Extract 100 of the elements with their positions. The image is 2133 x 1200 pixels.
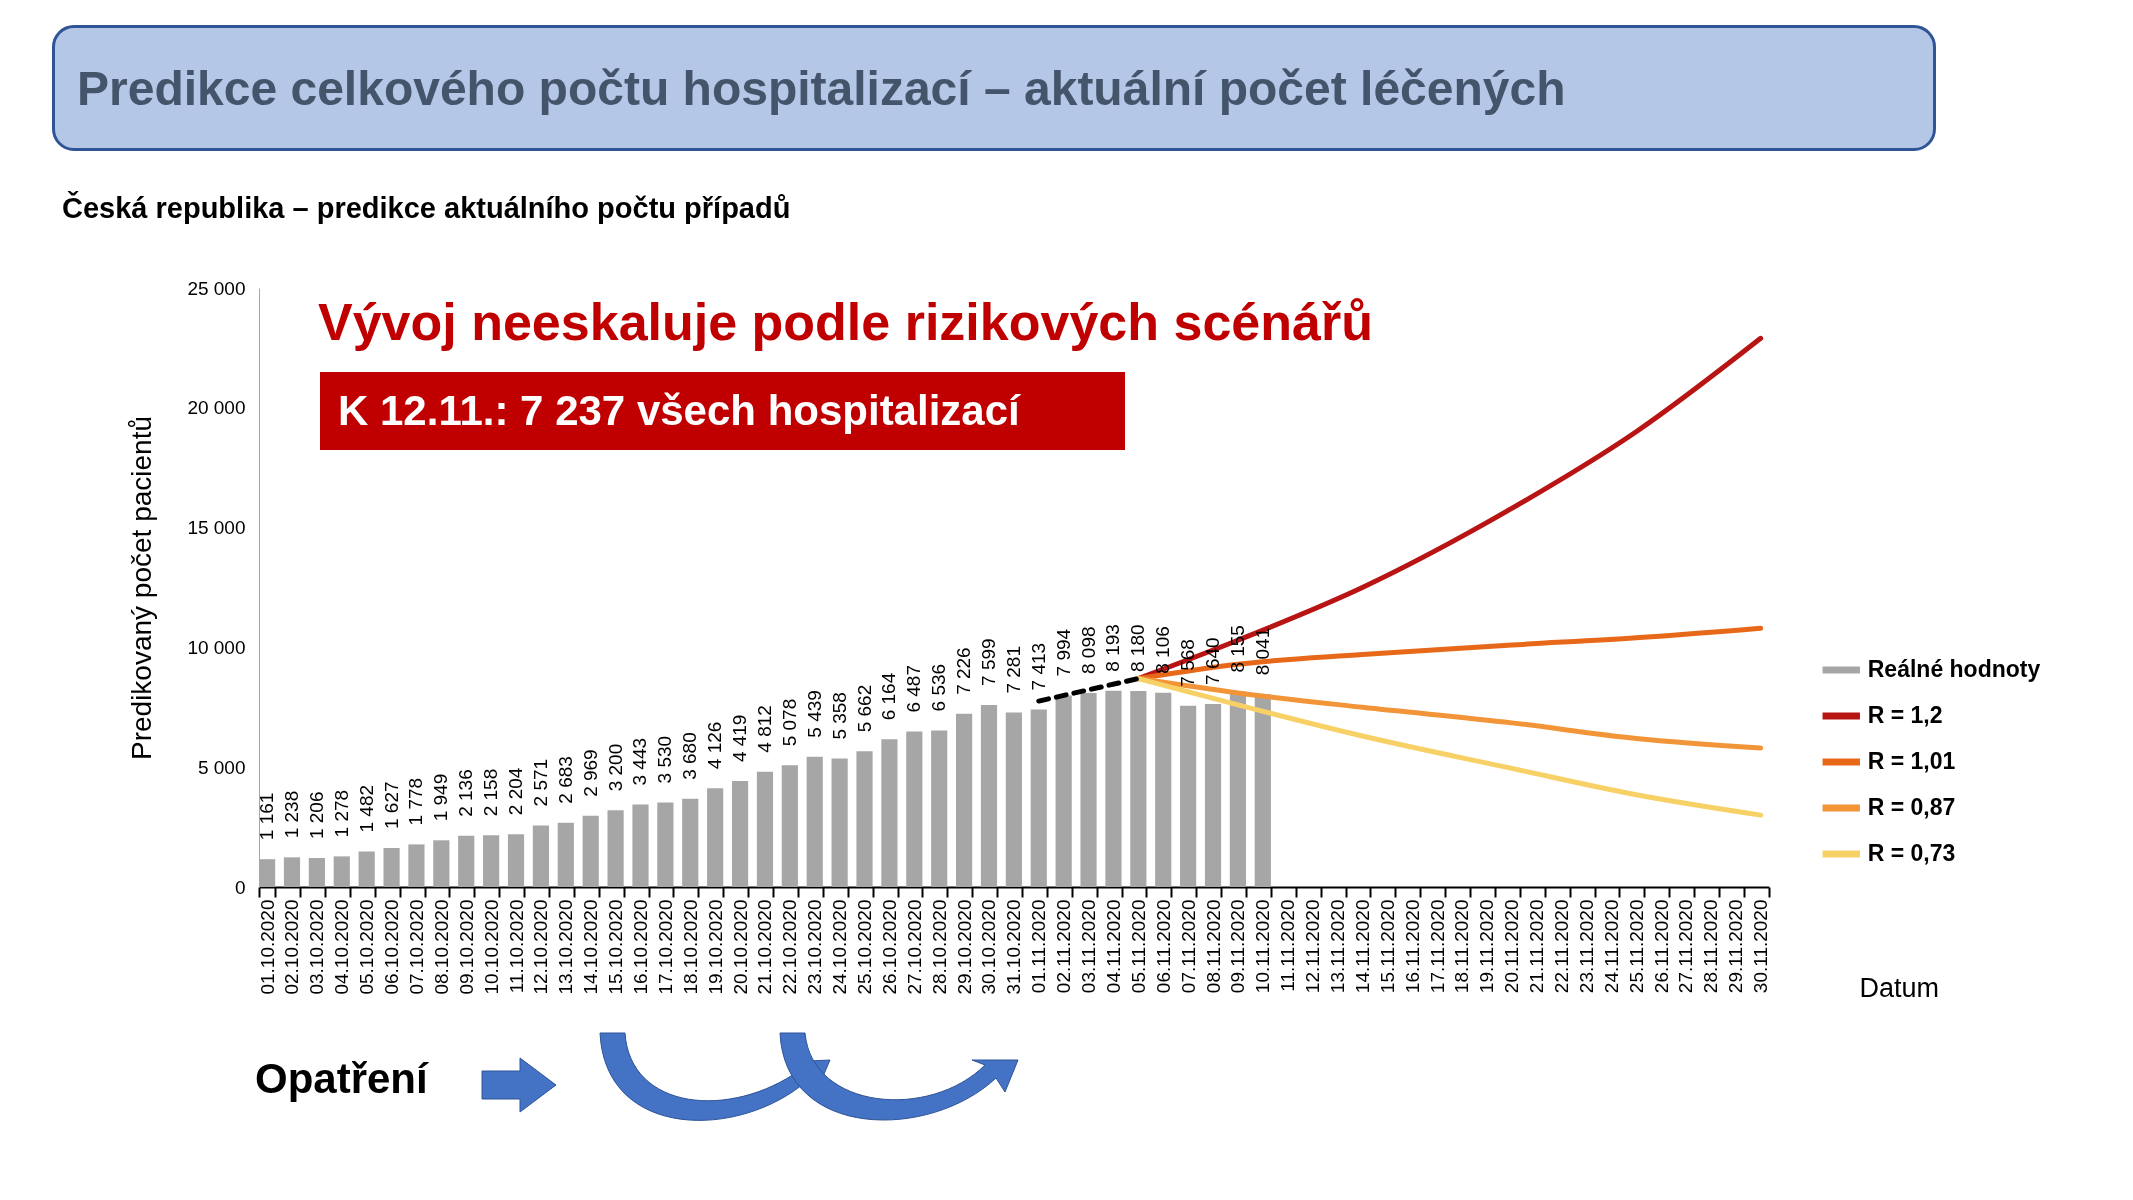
data-label: 8 193: [1102, 624, 1124, 672]
data-label: 7 281: [1002, 646, 1024, 694]
data-label: 8 106: [1152, 626, 1174, 674]
data-label: 1 238: [280, 790, 302, 839]
bar: [906, 731, 923, 887]
bar: [1105, 690, 1122, 887]
bar: [1180, 705, 1197, 887]
data-label: 2 571: [529, 758, 551, 807]
x-tick-label: 15.11.2020: [1376, 899, 1398, 994]
bar: [433, 840, 450, 887]
x-tick-label: 21.11.2020: [1526, 899, 1548, 994]
data-label: 5 662: [853, 684, 875, 733]
x-tick-label: 05.11.2020: [1127, 899, 1149, 994]
bar: [333, 856, 350, 887]
x-tick-label: 30.11.2020: [1750, 899, 1772, 994]
data-label: 1 206: [305, 791, 327, 840]
x-tick-label: 28.10.2020: [928, 899, 950, 995]
y-tick-label: 5 000: [197, 756, 246, 778]
data-label: 3 443: [629, 737, 651, 786]
data-label: 8 180: [1127, 624, 1149, 673]
data-label: 4 126: [704, 721, 726, 770]
y-axis-title: Predikovaný počet pacientů: [126, 416, 158, 760]
x-tick-label: 12.11.2020: [1302, 899, 1324, 994]
x-tick-label: 25.10.2020: [854, 899, 876, 995]
data-label: 2 683: [554, 756, 576, 804]
x-tick-label: 18.11.2020: [1451, 899, 1473, 994]
y-tick-label: 15 000: [187, 517, 246, 539]
bar: [632, 804, 649, 887]
x-tick-label: 28.11.2020: [1700, 899, 1722, 994]
bar: [1080, 692, 1097, 887]
bar: [1030, 709, 1047, 887]
x-tick-label: 09.10.2020: [455, 899, 477, 995]
legend-label: R = 0,87: [1867, 793, 1956, 820]
bar: [308, 858, 325, 887]
bar: [931, 730, 948, 887]
x-tick-label: 22.11.2020: [1551, 899, 1573, 994]
legend-label: R = 0,73: [1867, 839, 1956, 866]
chart-title: Predikce celkového počtu hospitalizací – aktuální počet léčených: [52, 25, 1936, 151]
bar: [682, 798, 699, 887]
x-tick-label: 19.10.2020: [704, 899, 726, 995]
bar: [1155, 692, 1172, 887]
bar: [806, 756, 823, 887]
annotation: K 12.11.: 7 237 všech hospitalizací: [320, 372, 1125, 450]
x-tick-label: 11.11.2020: [1277, 899, 1299, 992]
x-tick-label: 09.11.2020: [1227, 899, 1249, 994]
data-label: 7 599: [977, 638, 999, 686]
x-tick-label: 24.10.2020: [829, 899, 851, 995]
x-tick-label: 17.10.2020: [654, 899, 676, 995]
annotation: Vývoj neeskaluje podle rizikových scénářů: [318, 292, 1373, 352]
bar: [557, 822, 574, 887]
bar: [1055, 695, 1072, 887]
data-label: 6 487: [903, 665, 925, 713]
x-tick-label: 15.10.2020: [605, 899, 627, 995]
x-tick-label: 07.11.2020: [1177, 899, 1199, 994]
x-tick-label: 04.11.2020: [1102, 899, 1124, 994]
bar: [781, 765, 798, 887]
bar: [1204, 703, 1222, 887]
chart-subtitle: Česká republika – predikce aktuálního počtu případů: [62, 192, 791, 225]
x-tick-label: 19.11.2020: [1476, 899, 1498, 994]
bar: [383, 848, 400, 887]
x-tick-label: 13.10.2020: [555, 899, 577, 995]
x-tick-label: 29.10.2020: [953, 899, 975, 995]
x-tick-label: 03.10.2020: [306, 899, 328, 995]
x-tick-label: 07.10.2020: [405, 899, 427, 995]
legend-label: R = 1,01: [1867, 747, 1956, 774]
x-tick-label: 08.11.2020: [1202, 899, 1224, 994]
bar: [507, 834, 525, 887]
bar: [283, 857, 301, 887]
data-label: 1 627: [380, 781, 402, 830]
x-tick-label: 30.10.2020: [978, 899, 1000, 995]
data-label: 5 078: [778, 698, 800, 747]
bar: [756, 771, 774, 887]
x-tick-label: 16.11.2020: [1401, 899, 1423, 994]
legend-label: R = 1,2: [1867, 701, 1943, 728]
y-tick-label: 20 000: [187, 397, 246, 419]
x-tick-label: 29.11.2020: [1725, 899, 1747, 994]
x-tick-label: 03.11.2020: [1078, 899, 1100, 994]
bar: [582, 815, 599, 887]
bar: [458, 835, 475, 887]
data-label: 8 041: [1251, 627, 1273, 676]
x-tick-label: 17.11.2020: [1426, 899, 1448, 994]
data-label: 1 778: [405, 777, 427, 826]
x-tick-label: 11.10.2020: [505, 899, 527, 994]
data-label: 7 226: [953, 647, 975, 695]
text: Opatření: [255, 1055, 428, 1103]
x-tick-label: 14.11.2020: [1351, 899, 1373, 994]
y-tick-label: 0: [234, 876, 246, 898]
bar: [1005, 712, 1022, 887]
x-tick-label: 23.10.2020: [804, 899, 826, 995]
data-label: 7 640: [1202, 637, 1224, 685]
data-label: 2 969: [579, 749, 601, 797]
bar: [408, 844, 425, 887]
data-label: 1 161: [256, 792, 278, 841]
data-label: 7 413: [1027, 642, 1049, 691]
bar: [1229, 691, 1246, 887]
data-label: 1 482: [355, 784, 377, 833]
x-tick-label: 13.11.2020: [1326, 899, 1348, 994]
x-tick-label: 02.11.2020: [1053, 899, 1075, 994]
x-tick-label: 01.10.2020: [256, 899, 278, 995]
x-tick-label: 10.11.2020: [1252, 899, 1274, 994]
